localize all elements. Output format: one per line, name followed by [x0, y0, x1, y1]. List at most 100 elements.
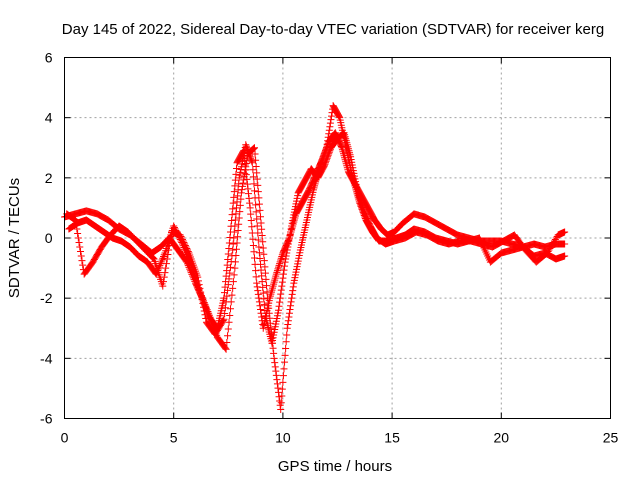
- data-point: [249, 242, 257, 250]
- data-point: [249, 235, 257, 243]
- data-point: [272, 367, 280, 375]
- data-point: [221, 304, 229, 312]
- data-point: [283, 331, 291, 339]
- data-point: [548, 242, 556, 250]
- data-point: [258, 231, 266, 239]
- data-point: [254, 290, 262, 298]
- data-point: [248, 159, 256, 167]
- data-point: [258, 272, 266, 280]
- data-point: [181, 242, 189, 250]
- data-point: [256, 255, 264, 263]
- data-point: [162, 260, 170, 268]
- data-point: [263, 288, 271, 296]
- data-point: [285, 309, 293, 317]
- data-point: [327, 116, 335, 124]
- data-point: [321, 159, 329, 167]
- data-point: [321, 160, 329, 168]
- x-tick-label: 20: [494, 430, 510, 446]
- data-point: [322, 157, 330, 165]
- data-point: [237, 195, 245, 203]
- data-point: [356, 196, 364, 204]
- data-point: [225, 318, 233, 326]
- data-point: [551, 236, 559, 244]
- data-point: [275, 302, 283, 310]
- data-point: [228, 211, 236, 219]
- data-point: [279, 372, 287, 380]
- data-point: [283, 324, 291, 332]
- data-point: [275, 388, 283, 396]
- data-point: [74, 234, 82, 242]
- data-point: [284, 317, 292, 325]
- data-point: [232, 170, 240, 178]
- data-point: [278, 251, 286, 259]
- data-point: [182, 243, 190, 251]
- series-track-c: [63, 129, 569, 347]
- data-point: [284, 240, 292, 248]
- data-point: [359, 203, 367, 211]
- data-point: [274, 265, 282, 273]
- data-point: [283, 249, 291, 257]
- data-point: [247, 210, 255, 218]
- data-point: [561, 228, 569, 236]
- data-point: [243, 156, 251, 164]
- data-point: [231, 176, 239, 184]
- data-point: [247, 216, 255, 224]
- data-point: [287, 228, 295, 236]
- data-point: [282, 255, 290, 263]
- data-point: [230, 271, 238, 279]
- data-point: [242, 141, 250, 149]
- data-point: [221, 309, 229, 317]
- data-point: [356, 195, 364, 203]
- data-point: [228, 291, 236, 299]
- data-point: [255, 249, 263, 257]
- data-point: [245, 194, 253, 202]
- data-point: [240, 176, 248, 184]
- data-point: [253, 279, 261, 287]
- data-point: [164, 251, 172, 259]
- data-point: [273, 376, 281, 384]
- data-point: [252, 201, 260, 209]
- data-point: [253, 222, 261, 230]
- data-point: [220, 315, 228, 323]
- data-point: [278, 385, 286, 393]
- data-point: [287, 302, 295, 310]
- data-point: [72, 220, 80, 228]
- data-point: [245, 150, 253, 158]
- data-point: [272, 270, 280, 278]
- data-point: [282, 252, 290, 260]
- data-point: [288, 290, 296, 298]
- data-point: [287, 225, 295, 233]
- data-point: [70, 215, 78, 223]
- x-tick-label: 0: [61, 430, 69, 446]
- data-point: [225, 245, 233, 253]
- data-point: [320, 162, 328, 170]
- data-point: [250, 180, 258, 188]
- data-point: [335, 113, 343, 121]
- data-point: [246, 151, 254, 159]
- data-point: [228, 216, 236, 224]
- data-point: [248, 157, 256, 165]
- data-point: [286, 231, 294, 239]
- data-point: [232, 165, 240, 173]
- data-point: [323, 156, 331, 164]
- data-point: [247, 154, 255, 162]
- data-point: [256, 302, 264, 310]
- data-point: [229, 240, 237, 248]
- data-point: [340, 129, 348, 137]
- data-point: [248, 223, 256, 231]
- data-point: [324, 137, 332, 145]
- data-point: [260, 295, 268, 303]
- data-point: [196, 284, 204, 292]
- data-point: [281, 358, 289, 366]
- y-tick-label: -4: [40, 350, 53, 366]
- data-point: [197, 288, 205, 296]
- data-point: [249, 145, 257, 153]
- data-point: [242, 142, 250, 150]
- data-point: [358, 200, 366, 208]
- data-point: [544, 248, 552, 256]
- data-point: [273, 268, 281, 276]
- data-point: [253, 175, 261, 183]
- data-point: [230, 228, 238, 236]
- data-point: [157, 258, 165, 266]
- data-point: [275, 306, 283, 314]
